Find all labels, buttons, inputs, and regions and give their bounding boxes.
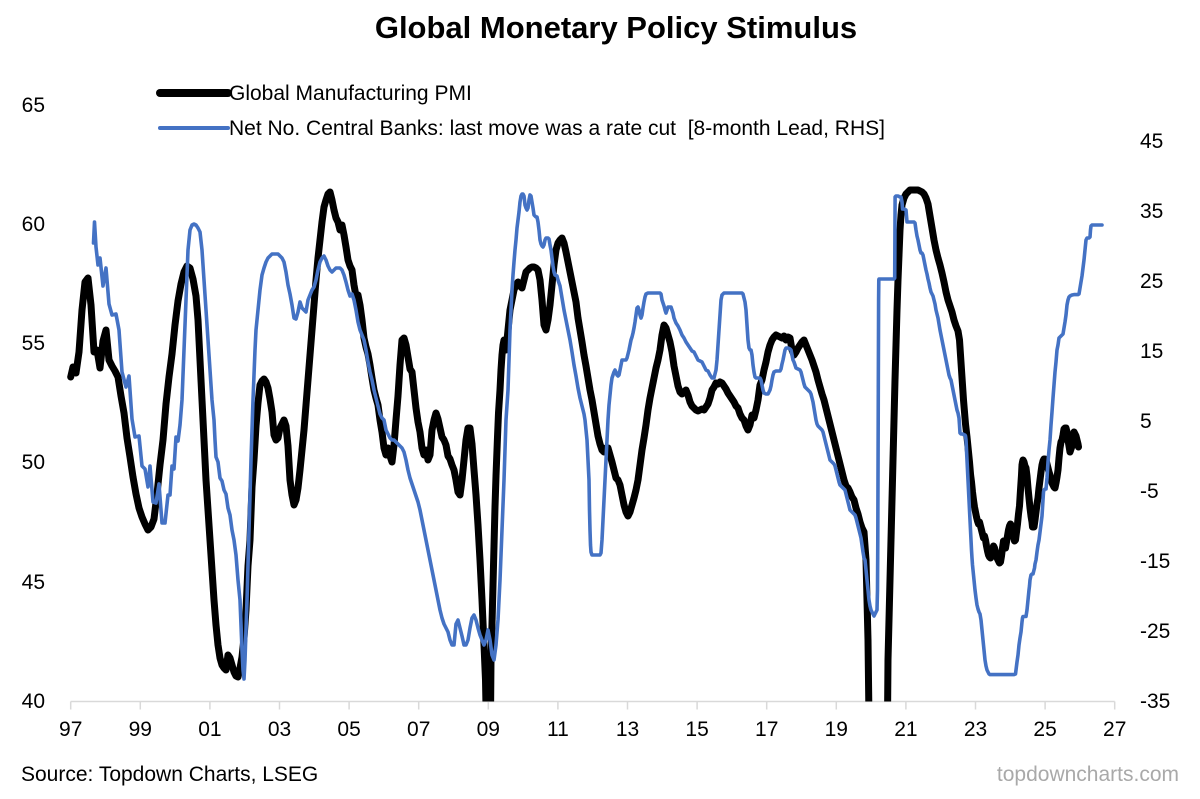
svg-text:07: 07 (407, 718, 430, 741)
svg-text:-5: -5 (1140, 480, 1159, 503)
svg-text:-25: -25 (1140, 620, 1170, 643)
svg-text:23: 23 (964, 718, 987, 741)
svg-text:25: 25 (1033, 718, 1056, 741)
svg-text:19: 19 (825, 718, 848, 741)
svg-text:27: 27 (1103, 718, 1126, 741)
svg-text:01: 01 (198, 718, 221, 741)
svg-text:-35: -35 (1140, 690, 1170, 713)
svg-text:21: 21 (894, 718, 917, 741)
svg-text:17: 17 (755, 718, 778, 741)
svg-text:65: 65 (22, 94, 45, 117)
svg-text:15: 15 (685, 718, 708, 741)
svg-text:13: 13 (616, 718, 639, 741)
svg-text:25: 25 (1140, 270, 1163, 293)
svg-text:-15: -15 (1140, 550, 1170, 573)
svg-text:Net No. Central Banks: last mo: Net No. Central Banks: last move was a r… (229, 117, 885, 140)
svg-text:Source: Topdown Charts, LSEG: Source: Topdown Charts, LSEG (21, 763, 318, 786)
svg-text:15: 15 (1140, 340, 1163, 363)
svg-text:97: 97 (59, 718, 82, 741)
svg-text:Global Monetary Policy Stimulu: Global Monetary Policy Stimulus (375, 10, 857, 45)
svg-text:50: 50 (22, 451, 45, 474)
svg-text:55: 55 (22, 332, 45, 355)
svg-text:5: 5 (1140, 410, 1152, 433)
svg-text:60: 60 (22, 213, 45, 236)
svg-text:topdowncharts.com: topdowncharts.com (997, 763, 1179, 786)
svg-text:40: 40 (22, 690, 45, 713)
svg-text:11: 11 (547, 718, 569, 741)
svg-text:03: 03 (268, 718, 291, 741)
svg-text:45: 45 (22, 571, 45, 594)
svg-text:99: 99 (129, 718, 152, 741)
svg-text:35: 35 (1140, 200, 1163, 223)
svg-text:05: 05 (337, 718, 360, 741)
svg-text:45: 45 (1140, 130, 1163, 153)
svg-text:09: 09 (477, 718, 500, 741)
svg-text:Global Manufacturing PMI: Global Manufacturing PMI (229, 82, 472, 105)
